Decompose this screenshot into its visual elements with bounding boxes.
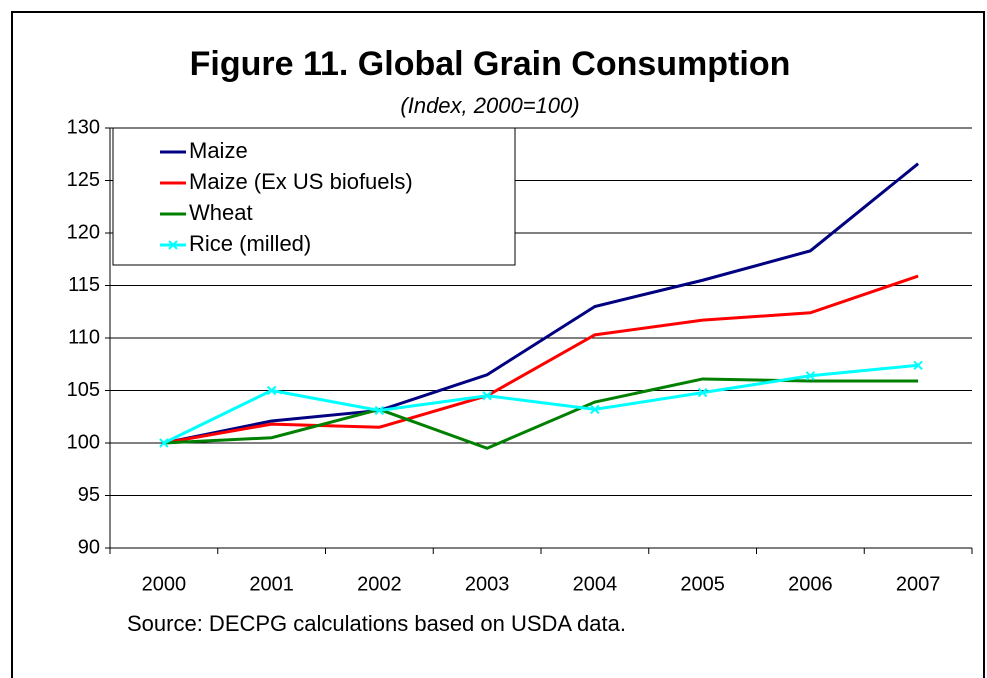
legend-label: Rice (milled) [189, 231, 311, 256]
marker [266, 385, 277, 396]
marker [697, 387, 708, 398]
x-tick-label: 2001 [249, 573, 294, 595]
legend-label: Maize [189, 138, 248, 163]
marker [159, 438, 169, 448]
y-tick-label: 110 [68, 326, 100, 348]
y-tick-label: 95 [78, 484, 100, 506]
x-tick-label: 2004 [573, 573, 618, 595]
y-tick-label: 125 [67, 169, 100, 191]
subtitle: (Index, 2000=100) [400, 93, 579, 118]
marker [374, 405, 385, 416]
marker [913, 360, 923, 371]
y-tick-label: 100 [67, 431, 100, 453]
marker [590, 404, 600, 415]
source: Source: DECPG calculations based on USDA… [127, 611, 626, 636]
marker [482, 391, 492, 401]
x-tick-label: 2003 [465, 573, 510, 595]
legend-marker [168, 240, 178, 250]
chart-title: Figure 11. Global Grain Consumption [190, 45, 791, 83]
y-tick-label: 105 [67, 379, 100, 401]
y-tick-label: 120 [67, 221, 100, 243]
y-tick-label: 130 [67, 116, 100, 138]
x-tick-label: 2006 [788, 573, 833, 595]
frame [11, 11, 985, 678]
x-tick-label: 2002 [357, 573, 402, 595]
series-line [163, 162, 920, 445]
series-line [163, 274, 919, 445]
legend-label: Maize (Ex US biofuels) [189, 169, 413, 194]
series-line [163, 363, 919, 445]
legend-label: Wheat [189, 200, 253, 225]
x-tick-label: 2005 [680, 573, 725, 595]
x-tick-label: 2007 [896, 573, 941, 595]
y-tick-label: 90 [78, 536, 100, 558]
y-tick-label: 115 [68, 274, 100, 296]
marker [805, 371, 816, 381]
series-line [163, 377, 919, 450]
x-tick-label: 2000 [142, 573, 187, 595]
